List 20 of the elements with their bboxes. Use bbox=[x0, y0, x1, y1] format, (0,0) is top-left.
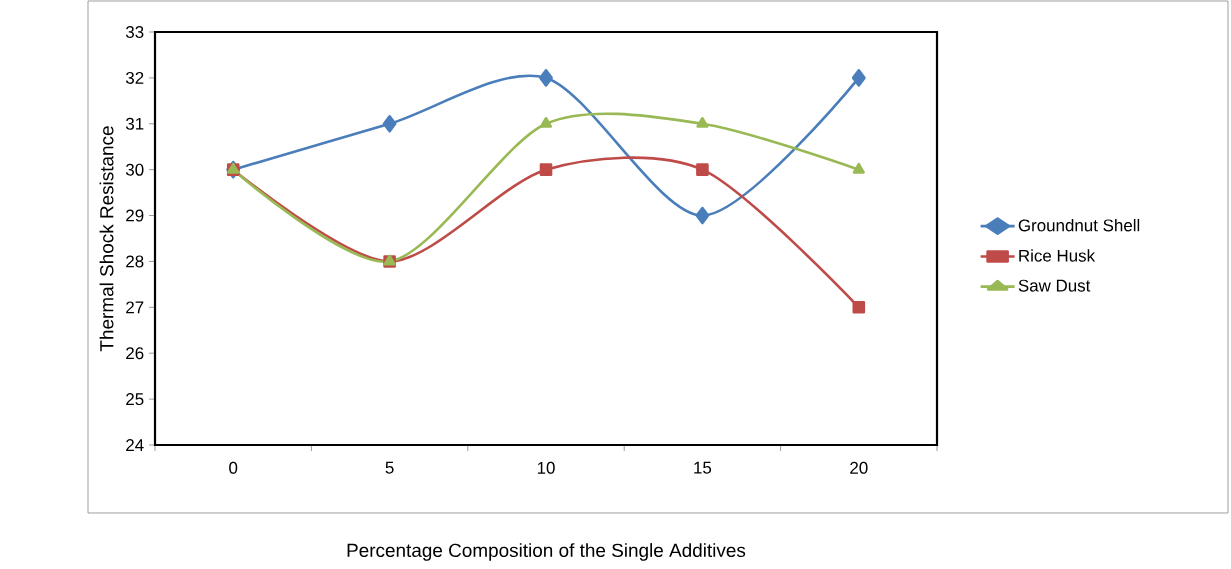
y-tick-label: 26 bbox=[126, 347, 144, 360]
legend-label: Rice Husk bbox=[1019, 249, 1096, 262]
x-tick-label: 0 bbox=[229, 461, 238, 474]
x-tick-label: 10 bbox=[537, 461, 555, 474]
y-tick-label: 30 bbox=[125, 163, 144, 176]
y-tick-label: 31 bbox=[125, 117, 144, 130]
y-tick-label: 25 bbox=[126, 393, 144, 406]
y-axis-title: Thermal Shock Resistance bbox=[99, 126, 114, 352]
x-tick-label: 15 bbox=[694, 461, 712, 474]
y-tick-label: 24 bbox=[126, 439, 144, 451]
y-tick-label: 28 bbox=[126, 255, 144, 268]
y-tick-label: 32 bbox=[125, 71, 144, 84]
x-tick-label: 5 bbox=[385, 461, 394, 474]
y-tick-label: 29 bbox=[126, 209, 144, 222]
y-tick-label: 27 bbox=[126, 301, 144, 314]
x-axis-title: Percentage Composition of the Single Additives bbox=[347, 543, 746, 561]
legend-label: Groundnut Shell bbox=[1018, 218, 1140, 232]
y-tick-label: 33 bbox=[125, 25, 144, 38]
legend-label: Saw Dust bbox=[1018, 279, 1091, 292]
x-tick-label: 20 bbox=[850, 461, 868, 474]
